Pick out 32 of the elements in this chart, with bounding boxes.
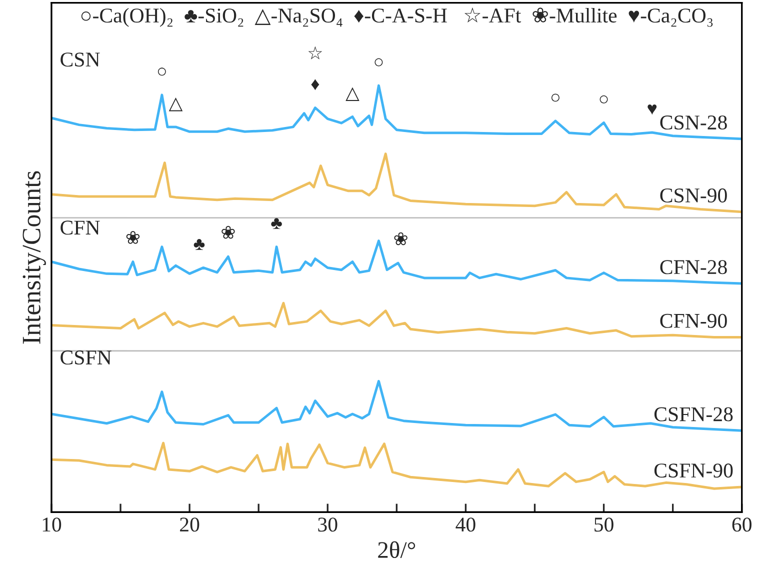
annotation: ♣ [271,218,282,229]
annotation: CFN [60,220,100,235]
annotation: ○ [600,95,608,104]
annotation: ○ [551,94,560,102]
annotation: ❀ [222,226,235,239]
series-label: CSN-90 [660,188,727,202]
x-tick-label: 30 [318,518,338,532]
annotation: CSFN [60,350,112,365]
text: ○-Ca(OH)₂ ♣-SiO₂ △-Na₂SO₄ ♦-C-A-S-H ☆-AFt ❀-Mullite ♥-Ca₂CO₃ [81,7,713,27]
annotation: ♦ [311,79,320,90]
x-tick-label: 50 [594,518,614,532]
annotation: △ [168,97,183,112]
series-label: CSN-28 [660,115,727,130]
annotation: ☆ [308,46,322,60]
x-tick-label: 20 [180,518,200,532]
annotation: ♥ [648,104,657,115]
text: CSN [60,52,100,67]
annotation: △ [346,87,360,102]
annotation: ○ [374,58,383,66]
annotation: ❀ [126,231,140,244]
series-label: CSFN-28 [654,407,733,422]
x-tick-label: 10 [42,518,62,532]
annotation: ❀ [394,232,408,246]
x-tick-label: 40 [456,518,476,532]
series-label: CFN-90 [660,314,727,328]
x-axis-title: 2θ/° [378,541,416,558]
series-label: CFN-28 [660,260,727,274]
annotation: ♣ [194,239,205,250]
x-tick-label: 60 [732,518,752,532]
annotation: ○ [158,68,166,76]
series-label: CSFN-90 [654,464,733,478]
y-axis-title: Intensity/Counts [22,171,46,344]
